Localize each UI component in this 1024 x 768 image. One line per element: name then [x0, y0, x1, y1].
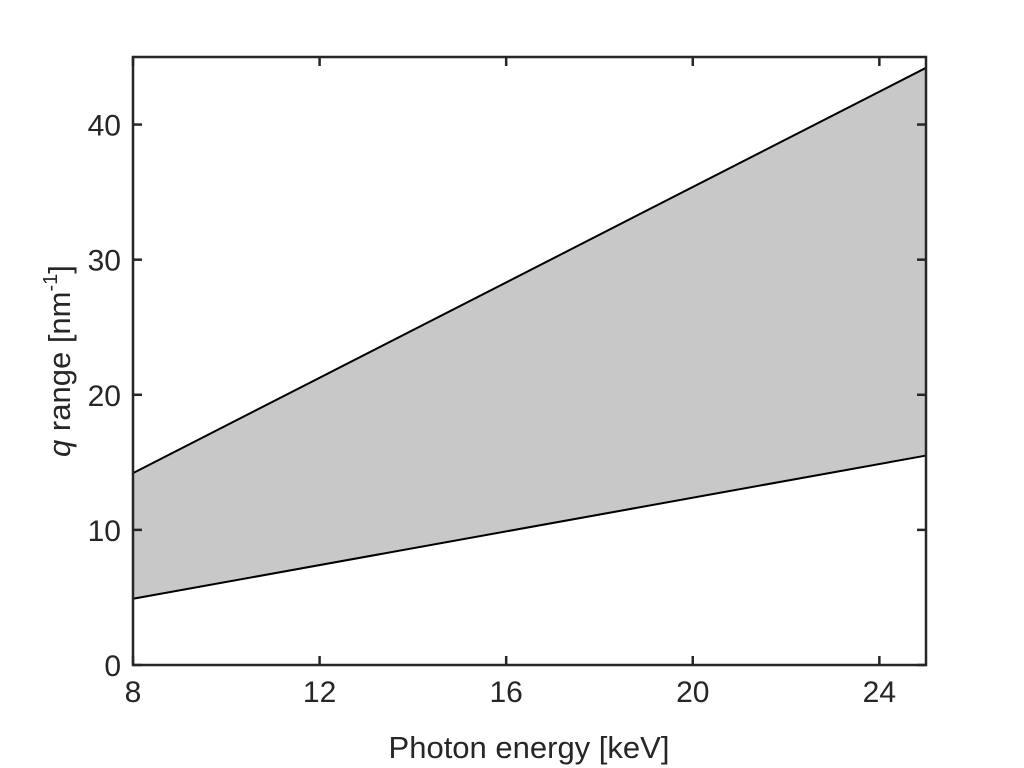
q-range-band — [133, 67, 926, 599]
y-tick-label: 10 — [88, 515, 121, 548]
axes-box — [131, 55, 928, 667]
y-tick-label: 20 — [88, 380, 121, 413]
x-axis-label: Photon energy [keV] — [389, 730, 670, 765]
y-tick-label: 0 — [104, 650, 121, 683]
y-axis-label: q range [nm-1] — [40, 265, 77, 457]
y-axis-label-superscript: -1 — [40, 274, 62, 292]
axes: 8 12 16 20 24 0 10 20 30 40 — [88, 55, 928, 709]
x-tick-label: 12 — [303, 676, 336, 709]
x-tick-label: 20 — [676, 676, 709, 709]
x-tick-label: 24 — [863, 676, 896, 709]
y-axis-label-variable: q — [42, 439, 77, 457]
x-tick-label: 16 — [489, 676, 522, 709]
plot-area — [132, 66, 927, 600]
x-tick-label: 8 — [125, 676, 142, 709]
y-tick-label: 40 — [88, 110, 121, 143]
y-axis-label-text: range [nm — [42, 291, 77, 439]
upper-limit-line — [132, 66, 927, 475]
y-axis-label-close: ] — [42, 265, 77, 274]
lower-limit-line — [132, 454, 927, 600]
y-tick-label: 30 — [88, 245, 121, 278]
